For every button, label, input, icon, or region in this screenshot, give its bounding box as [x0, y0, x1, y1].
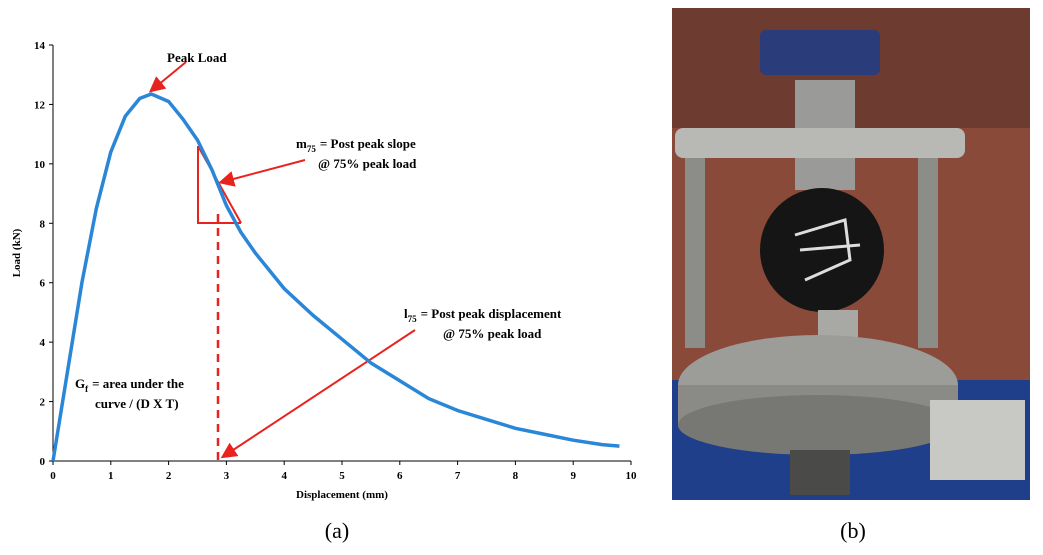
x-tick-label: 2	[166, 470, 172, 482]
annotation-sub: 75	[307, 144, 317, 154]
caption: (b)	[840, 518, 866, 543]
y-tick-label: 2	[40, 397, 46, 409]
y-axis-label: Load (kN)	[11, 228, 23, 277]
annotation-symbol: m	[296, 136, 307, 151]
annotation: @ 75% peak load	[443, 326, 542, 341]
caption: (a)	[325, 518, 349, 543]
figure: Displacement (mm) Load (kN) Peak Load m7…	[0, 0, 1043, 555]
annotation: Gf= area under the	[75, 376, 184, 394]
y-tick-label: 8	[40, 218, 46, 230]
y-tick-label: 6	[40, 278, 46, 290]
y-tick-label: 10	[34, 159, 46, 171]
annotation: = area under the	[92, 376, 184, 391]
x-tick-label: 3	[224, 470, 230, 482]
arrow	[152, 62, 186, 90]
y-tick-label: 0	[40, 456, 46, 468]
x-tick-label: 7	[455, 470, 461, 482]
x-tick-label: 10	[626, 470, 638, 482]
arrow	[222, 160, 305, 182]
x-tick-label: 9	[570, 470, 576, 482]
annotation: l75= Post peak displacement	[404, 306, 562, 324]
x-axis-label: Displacement (mm)	[296, 489, 388, 501]
x-tick-label: 4	[281, 470, 287, 482]
annotation: @ 75% peak load	[318, 156, 417, 171]
y-tick-label: 14	[34, 40, 46, 52]
x-tick-label: 5	[339, 470, 345, 482]
annotation: = Post peak displacement	[421, 306, 562, 321]
annotation: Peak Load	[167, 50, 227, 65]
x-tick-label: 6	[397, 470, 403, 482]
x-tick-label: 8	[513, 470, 519, 482]
annotation: = Post peak slope	[320, 136, 416, 151]
y-tick-label: 12	[34, 99, 46, 111]
annotation-sub: 75	[408, 314, 418, 324]
annotation: curve / (D X T)	[95, 396, 179, 411]
x-tick-label: 1	[108, 470, 114, 482]
x-tick-label: 0	[50, 470, 56, 482]
photo	[672, 8, 1030, 500]
annotation-sub: f	[85, 384, 89, 394]
arrow	[224, 330, 415, 456]
y-tick-label: 4	[40, 337, 46, 349]
annotation-symbol: G	[75, 376, 85, 391]
annotation: m75= Post peak slope	[296, 136, 416, 154]
